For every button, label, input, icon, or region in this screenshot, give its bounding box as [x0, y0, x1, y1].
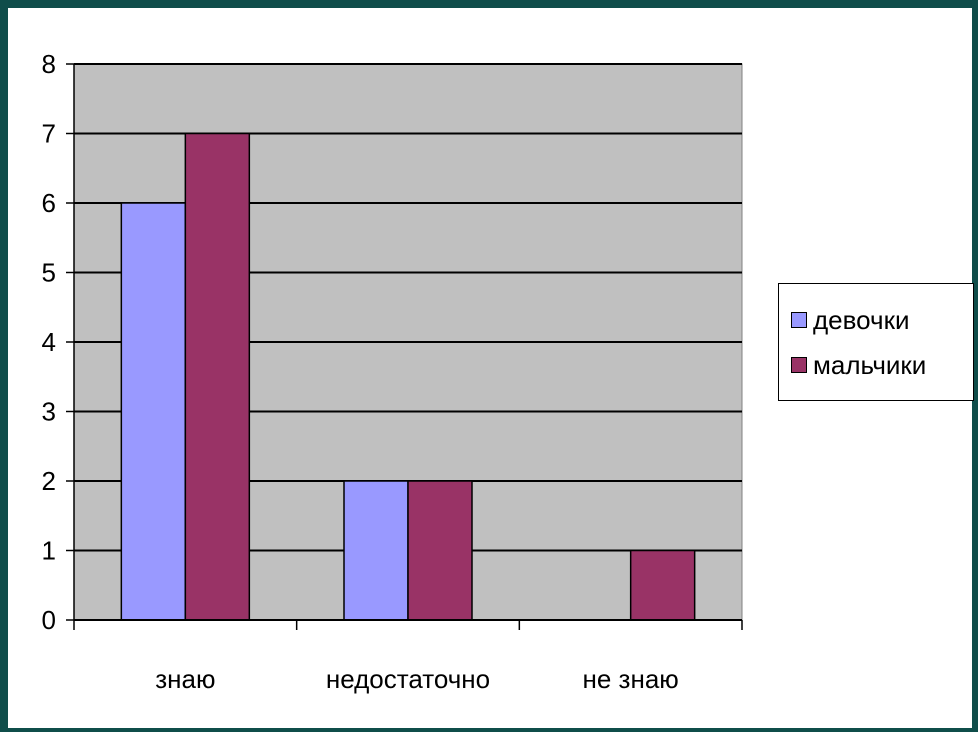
legend-label-boys: мальчики	[813, 350, 927, 380]
x-category-labels: знаю недостаточно не знаю	[155, 664, 679, 694]
y-tick-label: 0	[42, 605, 56, 635]
legend-label-girls: девочки	[813, 305, 910, 335]
legend-swatch-boys	[791, 357, 807, 373]
x-category-label: недостаточно	[326, 664, 490, 694]
bar	[120, 202, 187, 621]
y-tick-label: 6	[42, 188, 56, 218]
chart-frame: 0 1 2 3 4 5 6 7 8 знаю недостаточно не знаю девочк…	[8, 8, 974, 728]
bar	[407, 480, 473, 621]
bar	[343, 480, 409, 621]
y-tick-label: 8	[42, 49, 56, 79]
legend: девочки мальчики	[778, 283, 974, 401]
y-tick-label: 1	[42, 536, 56, 566]
x-category-label: не знаю	[583, 664, 679, 694]
y-tick-label: 5	[42, 258, 56, 288]
legend-swatch-girls	[791, 312, 807, 328]
y-tick-label: 2	[42, 466, 56, 496]
bar-chart: 0 1 2 3 4 5 6 7 8 знаю недостаточно не знаю	[42, 49, 743, 694]
legend-item-girls: девочки	[791, 305, 909, 335]
legend-item-boys: мальчики	[791, 350, 926, 380]
y-tick-labels: 0 1 2 3 4 5 6 7 8	[42, 49, 56, 635]
y-tick-label: 4	[42, 327, 56, 357]
x-category-label: знаю	[155, 664, 215, 694]
bar	[629, 549, 696, 621]
axes	[66, 63, 743, 630]
y-tick-label: 3	[42, 397, 56, 427]
bars	[120, 132, 696, 621]
bar	[184, 132, 251, 621]
y-tick-label: 7	[42, 119, 56, 149]
